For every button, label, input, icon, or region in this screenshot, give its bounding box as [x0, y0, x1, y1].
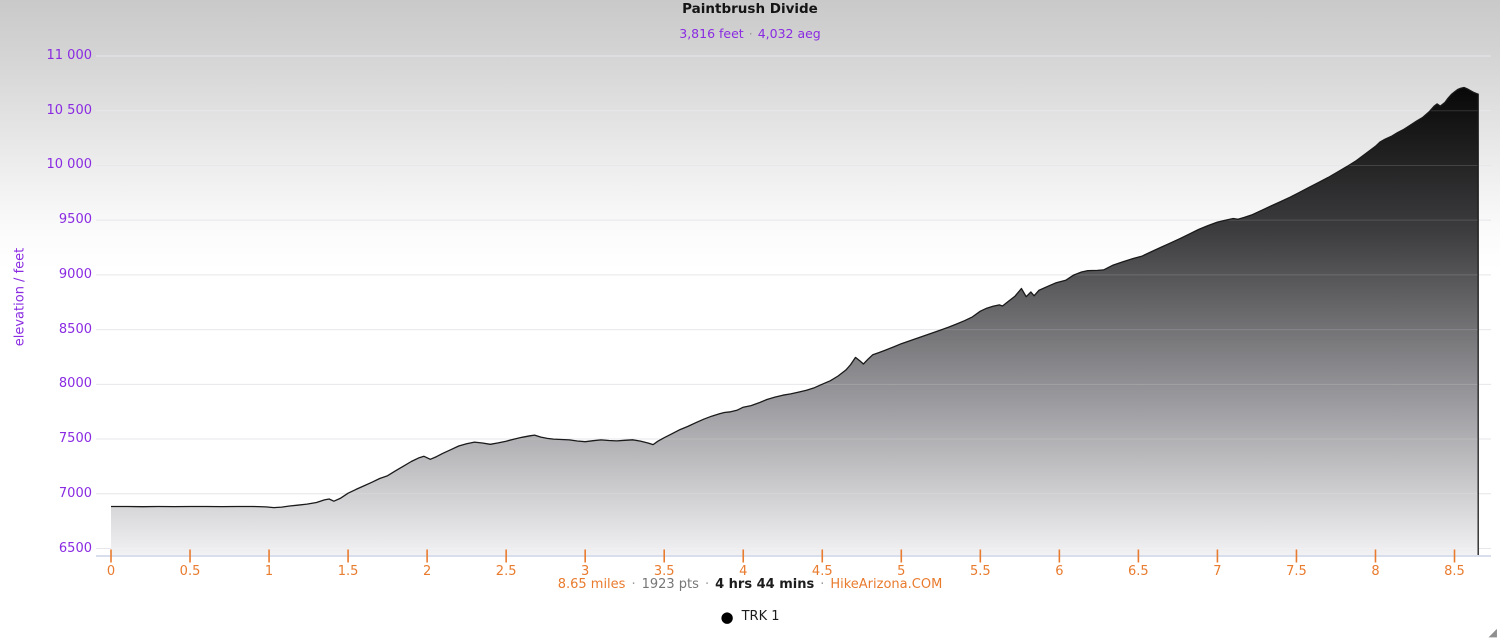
elevation-gain-stat: 3,816 feet [679, 26, 744, 41]
x-tick-label: 4 [739, 564, 748, 579]
duration-stat: 4 hrs 44 mins [715, 577, 815, 592]
site-link[interactable]: HikeArizona.COM [830, 577, 943, 592]
y-tick-label: 8500 [58, 321, 92, 337]
track-points-stat: 1923 pts [641, 577, 699, 592]
x-tick-label: 2.5 [495, 564, 517, 579]
x-tick-label: 0 [106, 564, 116, 579]
y-tick-label: 10 500 [46, 102, 93, 118]
x-tick-label: 1 [264, 564, 274, 579]
resize-grip-icon[interactable]: ◢ [1488, 626, 1497, 639]
distance-stat: 8.65 miles [557, 577, 626, 592]
footer-separator: · [631, 577, 636, 592]
chart-legend[interactable]: ● TRK 1 [0, 608, 1500, 626]
x-tick-label: 1.5 [337, 564, 359, 579]
y-tick-label: 9500 [58, 212, 92, 228]
y-tick-label: 7000 [58, 485, 92, 501]
x-tick-label: 4.5 [811, 564, 833, 579]
x-tick-label: 6.5 [1128, 564, 1149, 579]
x-tick-label: 5.5 [969, 564, 991, 579]
x-tick-label: 8.5 [1444, 564, 1465, 579]
x-tick-label: 3 [581, 564, 590, 579]
x-tick-label: 6 [1055, 564, 1064, 579]
y-tick-label: 9000 [58, 266, 92, 282]
y-tick-label: 10 000 [46, 157, 93, 173]
subtitle-separator: · [748, 26, 753, 41]
page-title: Paintbrush Divide [682, 1, 818, 17]
legend-track-label: TRK 1 [741, 609, 780, 624]
y-tick-label: 6500 [58, 540, 92, 556]
x-tick-label: 5 [897, 564, 906, 579]
elevation-line [111, 86, 1479, 556]
chart-subtitle: 3,816 feet · 4,032 aeg [0, 26, 1500, 41]
x-tick-label: 7 [1213, 564, 1222, 579]
y-tick-label: 7500 [58, 431, 92, 447]
footer-separator: · [820, 577, 825, 592]
legend-marker-icon: ● [720, 608, 734, 626]
x-tick-label: 3.5 [653, 564, 675, 579]
x-tick-label: 0.5 [179, 564, 201, 579]
x-tick-label: 2 [422, 564, 432, 579]
y-tick-label: 11 000 [46, 48, 93, 63]
footer-separator: · [704, 577, 710, 592]
x-tick-label: 8 [1371, 564, 1380, 579]
y-tick-label: 8000 [58, 376, 92, 392]
x-tick-label: 7.5 [1286, 564, 1307, 579]
elevation-area-fill [111, 87, 1479, 556]
aeg-stat: 4,032 aeg [757, 26, 821, 41]
chart-footer: 8.65 miles · 1923 pts · 4 hrs 44 mins · HikeAr… [0, 577, 1500, 592]
